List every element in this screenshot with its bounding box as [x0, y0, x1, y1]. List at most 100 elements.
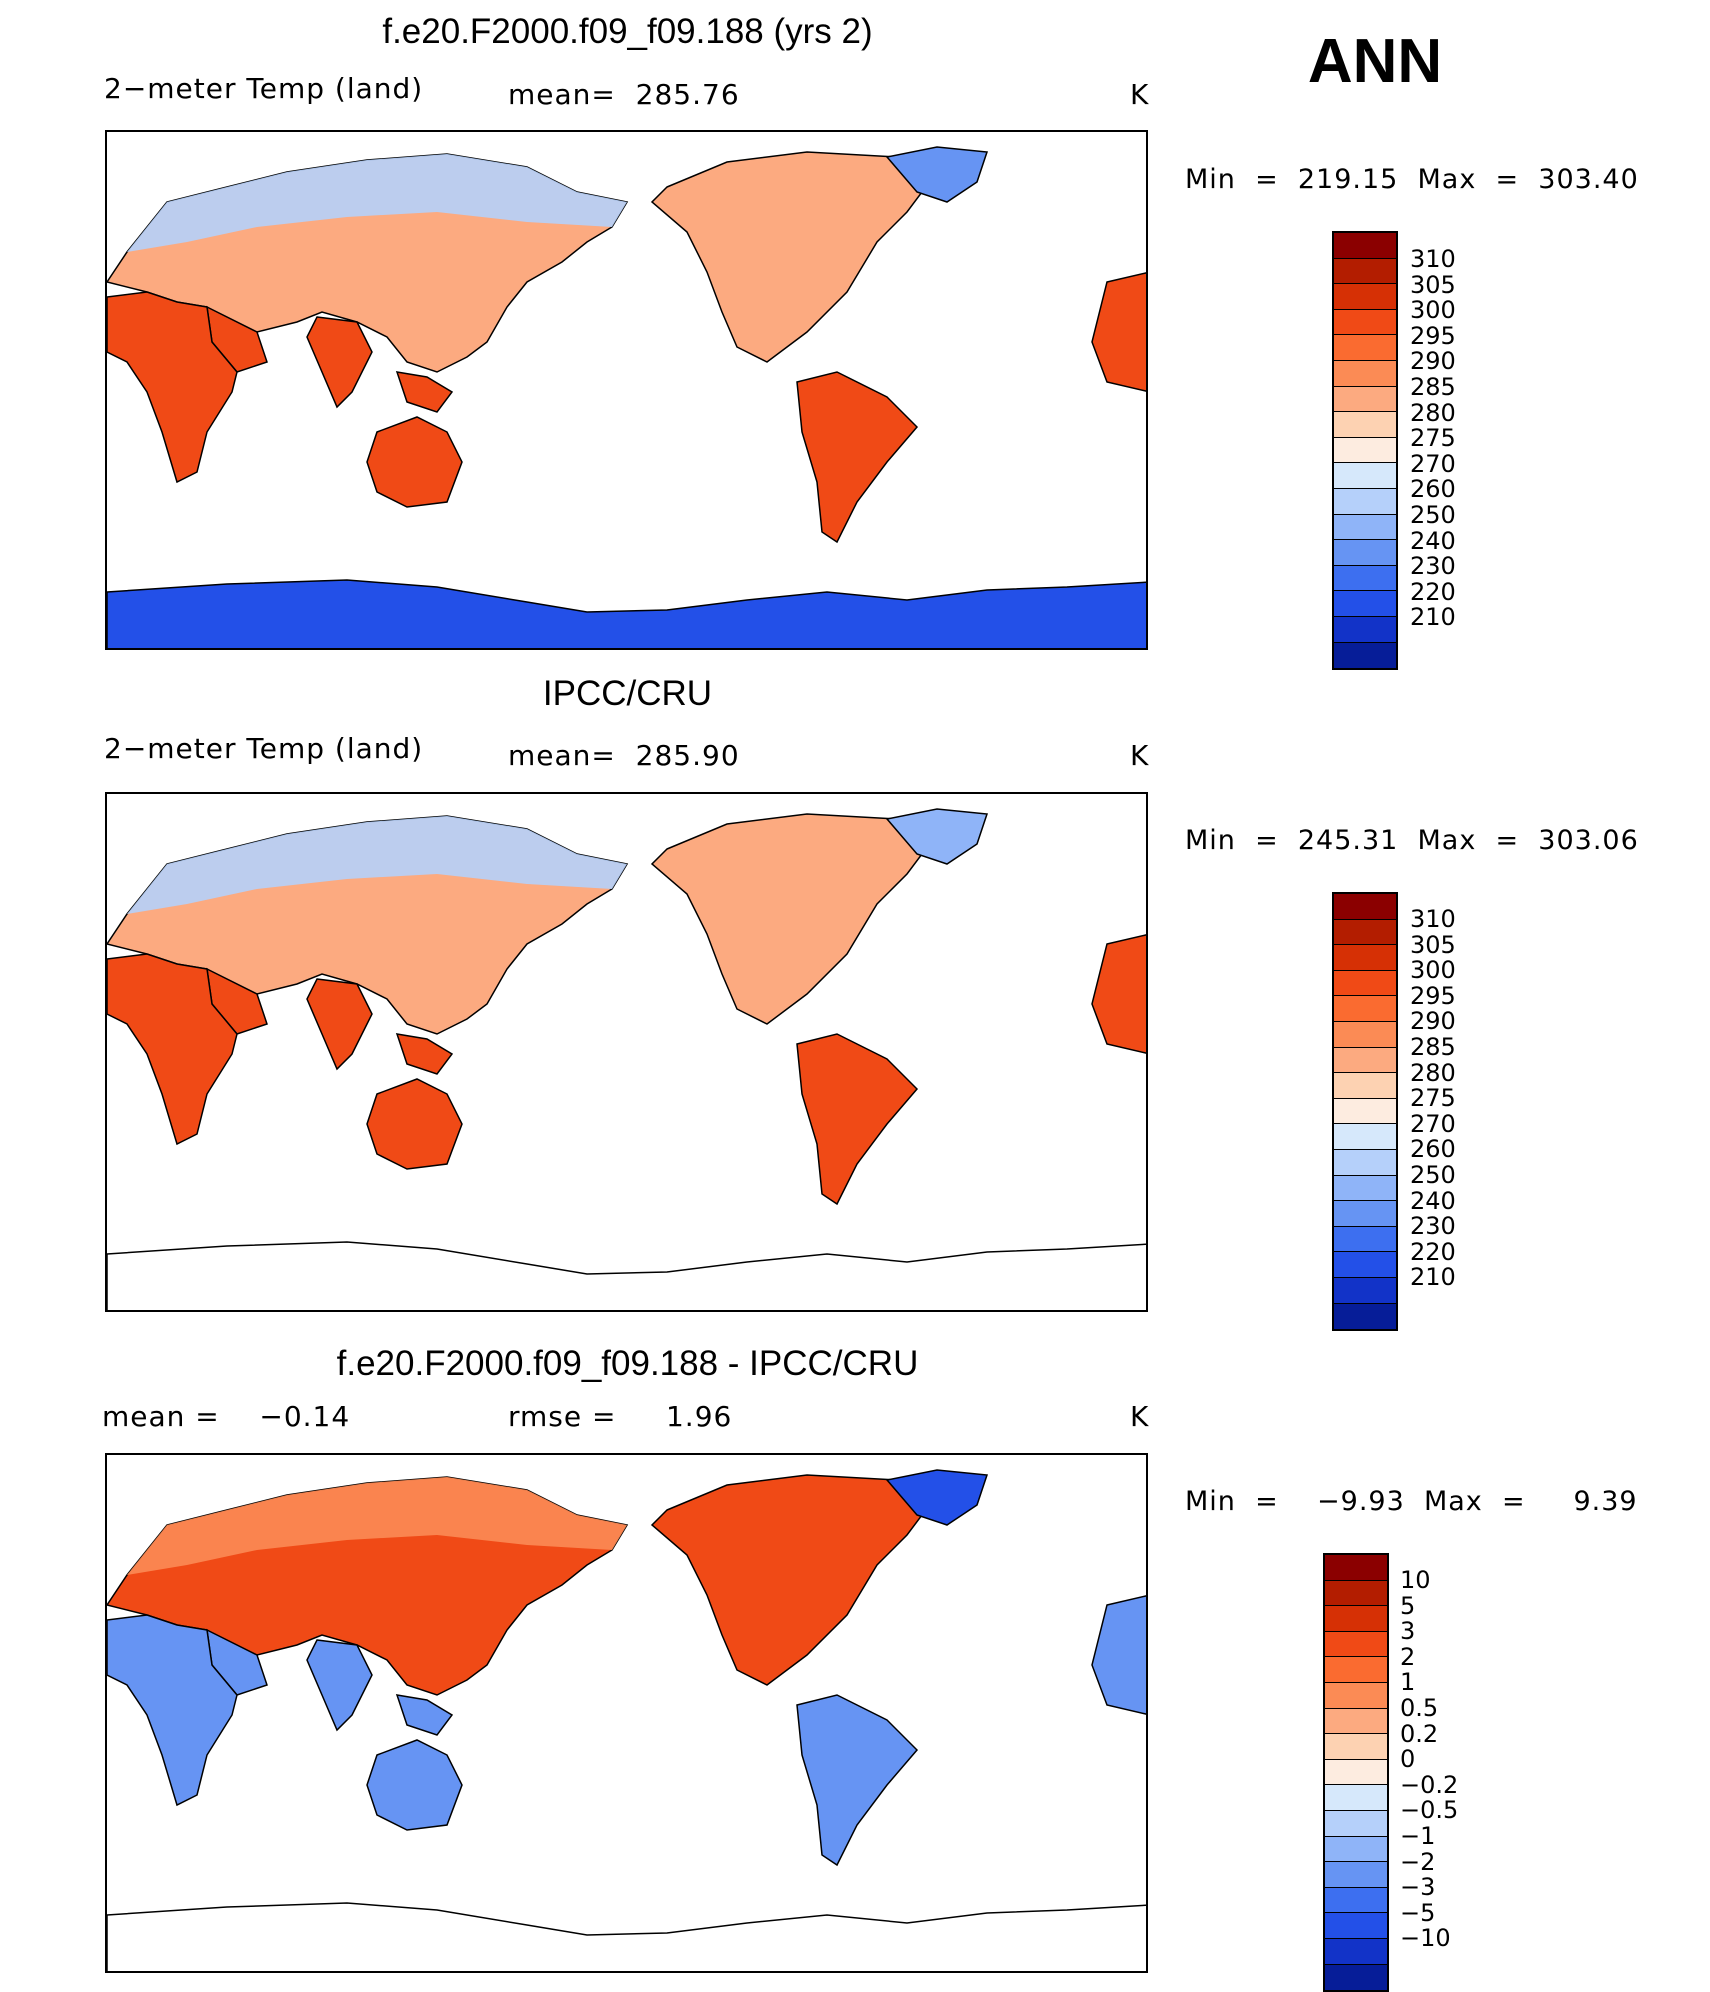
- panel3-max: Max = 9.39: [1423, 1486, 1638, 1517]
- greenland-landmass: [885, 808, 989, 865]
- panel1-map-svg: [107, 146, 1146, 648]
- northern-land-band: [127, 1477, 627, 1575]
- colorbar-tick-label: 5: [1400, 1591, 1416, 1620]
- colorbar-swatch: [1334, 945, 1396, 971]
- colorbar-swatch: [1334, 1277, 1396, 1304]
- colorbar-tick-label: 290: [1410, 347, 1456, 376]
- panel2-title: IPCC/CRU: [542, 674, 713, 713]
- panel3-colorbar: [1323, 1553, 1389, 1992]
- colorbar-tick-label: −0.2: [1400, 1770, 1459, 1799]
- colorbar-tick-label: 305: [1410, 270, 1456, 299]
- colorbar-tick-label: 0: [1400, 1745, 1416, 1774]
- colorbar-swatch: [1325, 1810, 1387, 1837]
- season-label: ANN: [1307, 27, 1443, 96]
- colorbar-tick-label: 305: [1410, 930, 1456, 959]
- north-america-landmass: [650, 1474, 939, 1686]
- panel1-variable-label: 2−meter Temp (land): [104, 72, 424, 105]
- panel3-mean-label: mean = −0.14: [102, 1400, 351, 1433]
- colorbar-tick-label: 0.2: [1400, 1719, 1439, 1748]
- india-landmass: [306, 316, 373, 409]
- colorbar-tick-label: 275: [1410, 1084, 1456, 1113]
- colorbar-swatch: [1334, 591, 1396, 617]
- colorbar-tick-label: 300: [1410, 956, 1456, 985]
- panel3-units-label: K: [1130, 1400, 1150, 1433]
- panel1-min: Min = 219.15: [1185, 164, 1399, 195]
- colorbar-tick-label: 210: [1410, 603, 1456, 632]
- colorbar-tick-label: 310: [1410, 245, 1456, 273]
- colorbar-tick-label: 260: [1410, 1135, 1456, 1164]
- africa-landmass: [107, 291, 238, 484]
- colorbar-swatch: [1334, 335, 1396, 361]
- colorbar-tick-label: 280: [1410, 1058, 1456, 1087]
- colorbar-tick-label: 285: [1410, 373, 1456, 401]
- colorbar-swatch: [1334, 1201, 1396, 1227]
- colorbar-swatch: [1334, 1149, 1396, 1176]
- panel1-map: [105, 130, 1148, 650]
- colorbar-tick-label: −0.5: [1400, 1796, 1459, 1825]
- colorbar-swatch: [1334, 1252, 1396, 1278]
- colorbar-tick-label: −5: [1400, 1898, 1436, 1927]
- colorbar-tick-label: −2: [1400, 1847, 1436, 1876]
- australia-landmass: [366, 416, 463, 508]
- colorbar-tick-label: 275: [1410, 424, 1456, 453]
- colorbar-swatch: [1325, 1964, 1387, 1991]
- india-landmass: [306, 978, 373, 1071]
- colorbar-tick-label: 280: [1410, 398, 1456, 427]
- colorbar-tick-label: −3: [1400, 1873, 1436, 1902]
- north-america-landmass: [650, 813, 939, 1025]
- colorbar-swatch: [1334, 437, 1396, 464]
- colorbar-swatch: [1334, 565, 1396, 592]
- colorbar-swatch: [1334, 233, 1396, 259]
- colorbar-swatch: [1325, 1708, 1387, 1735]
- colorbar-tick-label: 250: [1410, 1161, 1456, 1189]
- colorbar-tick-label: −1: [1400, 1822, 1436, 1850]
- panel2-min: Min = 245.31: [1185, 825, 1399, 856]
- colorbar-tick-label: 230: [1410, 552, 1456, 581]
- se-asia-islands: [395, 371, 454, 413]
- panel2-variable-label: 2−meter Temp (land): [104, 732, 424, 765]
- panel3-rmse-label: rmse = 1.96: [508, 1400, 733, 1433]
- panel1-mean-label: mean= 285.76: [508, 78, 740, 111]
- panel2-minmax: Min = 245.31 Max = 303.06: [1185, 825, 1639, 856]
- antarctica-landmass: [107, 1241, 1146, 1310]
- colorbar-tick-label: 240: [1410, 526, 1456, 555]
- colorbar-swatch: [1325, 1913, 1387, 1939]
- west-africa-edge: [1091, 934, 1146, 1054]
- colorbar-swatch: [1325, 1862, 1387, 1888]
- colorbar-swatch: [1334, 1098, 1396, 1125]
- panel2-units-label: K: [1130, 739, 1150, 772]
- colorbar-tick-label: 10: [1400, 1566, 1431, 1594]
- colorbar-tick-label: 290: [1410, 1007, 1456, 1036]
- panel3-map-svg: [107, 1469, 1146, 1971]
- colorbar-swatch: [1334, 1021, 1396, 1048]
- antarctica-landmass: [107, 1902, 1146, 1971]
- colorbar-swatch: [1334, 970, 1396, 997]
- colorbar-swatch: [1334, 514, 1396, 541]
- colorbar-swatch: [1334, 616, 1396, 643]
- colorbar-tick-label: 310: [1410, 905, 1456, 933]
- panel3-title: f.e20.F2000.f09_f09.188 - IPCC/CRU: [336, 1344, 919, 1383]
- greenland-landmass: [885, 146, 989, 203]
- colorbar-tick-label: 1: [1400, 1668, 1416, 1697]
- colorbar-tick-label: 250: [1410, 501, 1456, 529]
- panel1-units-label: K: [1130, 78, 1150, 111]
- colorbar-swatch: [1334, 1047, 1396, 1074]
- australia-landmass: [366, 1739, 463, 1831]
- panel2-map: [105, 792, 1148, 1312]
- colorbar-tick-label: 220: [1410, 1237, 1456, 1266]
- colorbar-swatch: [1325, 1682, 1387, 1709]
- colorbar-swatch: [1334, 386, 1396, 413]
- panel2-mean-label: mean= 285.90: [508, 739, 740, 772]
- south-america-landmass: [796, 1694, 919, 1867]
- south-america-landmass: [796, 1033, 919, 1206]
- colorbar-swatch: [1334, 540, 1396, 566]
- colorbar-tick-label: 270: [1410, 1109, 1456, 1138]
- se-asia-islands: [395, 1694, 454, 1736]
- colorbar-tick-label: 295: [1410, 981, 1456, 1010]
- colorbar-tick-label: 230: [1410, 1212, 1456, 1241]
- colorbar-swatch: [1325, 1734, 1387, 1760]
- panel1-title: f.e20.F2000.f09_f09.188 (yrs 2): [382, 12, 873, 51]
- colorbar-swatch: [1325, 1759, 1387, 1786]
- colorbar-tick-label: 300: [1410, 296, 1456, 325]
- colorbar-swatch: [1334, 1303, 1396, 1330]
